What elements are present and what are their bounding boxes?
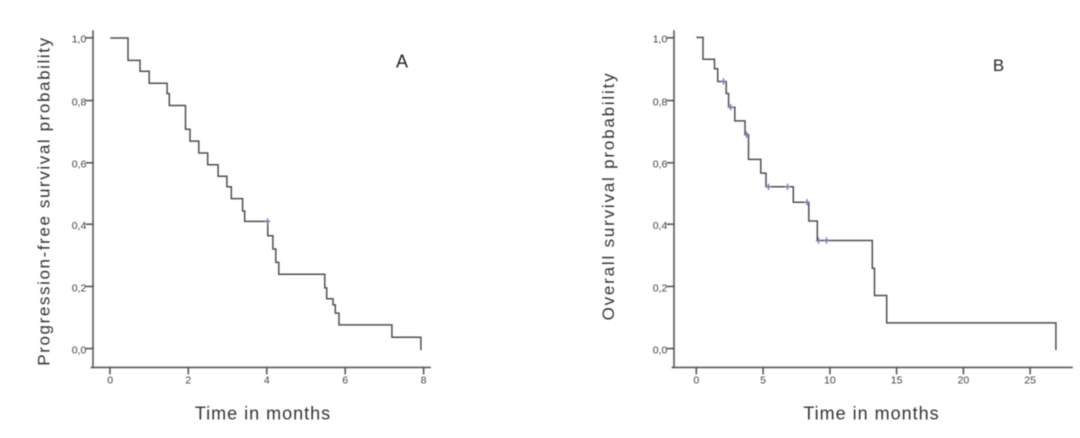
svg-text:0,8: 0,8 (72, 97, 87, 109)
svg-text:0,6: 0,6 (653, 159, 668, 171)
svg-text:2: 2 (185, 375, 191, 387)
svg-text:1,0: 1,0 (72, 34, 87, 46)
svg-text:6: 6 (342, 375, 348, 387)
svg-text:0,0: 0,0 (72, 345, 87, 357)
svg-text:0,4: 0,4 (72, 220, 87, 232)
svg-text:1,0: 1,0 (653, 34, 668, 46)
svg-text:5: 5 (760, 375, 766, 387)
svg-text:B: B (993, 56, 1004, 75)
svg-text:0: 0 (693, 375, 699, 387)
svg-text:0,0: 0,0 (653, 345, 668, 357)
svg-text:10: 10 (824, 375, 836, 387)
svg-text:15: 15 (891, 375, 903, 387)
svg-text:0,4: 0,4 (653, 220, 668, 232)
svg-text:20: 20 (958, 375, 970, 387)
svg-text:A: A (396, 52, 408, 72)
svg-text:0,2: 0,2 (72, 282, 87, 294)
svg-text:4: 4 (264, 375, 270, 387)
svg-text:Time in months: Time in months (803, 404, 939, 424)
svg-text:8: 8 (421, 375, 427, 387)
svg-text:0,2: 0,2 (653, 282, 668, 294)
svg-text:25: 25 (1024, 375, 1036, 387)
svg-text:0: 0 (107, 375, 113, 387)
svg-text:Progression-free survival pro: Progression-free survival probability (35, 36, 54, 365)
svg-text:0,6: 0,6 (72, 159, 87, 171)
svg-text:Overall survival probability: Overall survival probability (599, 72, 618, 321)
svg-text:Time in months: Time in months (195, 404, 331, 424)
svg-text:0,8: 0,8 (653, 97, 668, 109)
